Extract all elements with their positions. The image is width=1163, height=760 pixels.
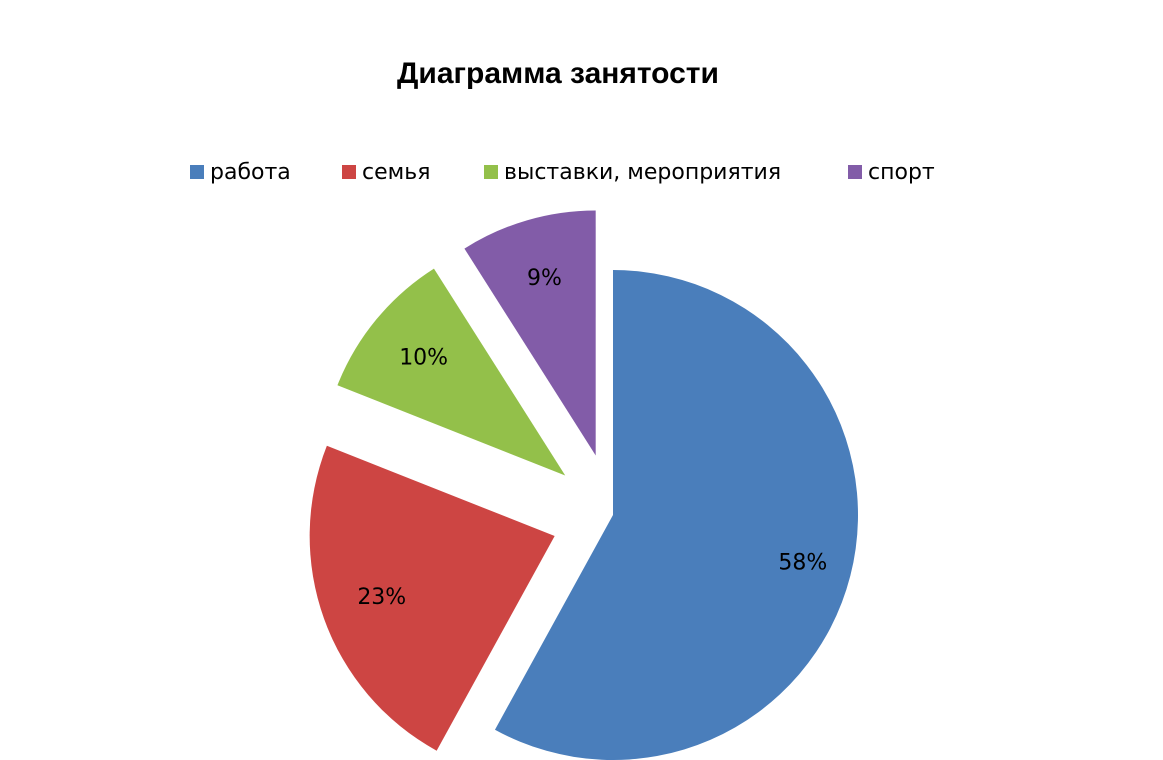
legend-swatch: [342, 165, 356, 179]
pie-slice: [337, 268, 566, 476]
data-label: 9%: [527, 266, 562, 291]
legend-label: спорт: [868, 160, 935, 185]
data-label: 23%: [357, 585, 406, 610]
legend-label: выставки, мероприятия: [504, 160, 781, 185]
legend-label: семья: [362, 160, 430, 185]
legend-swatch: [848, 165, 862, 179]
legend-label: работа: [210, 160, 291, 185]
pie-slice: [309, 445, 555, 751]
legend-swatch: [484, 165, 498, 179]
data-label: 58%: [778, 551, 827, 576]
legend-swatch: [190, 165, 204, 179]
chart-title: Диаграмма занятости: [397, 57, 719, 90]
data-label: 10%: [399, 345, 448, 370]
pie-slice: [494, 270, 858, 760]
pie-slice: [464, 210, 596, 456]
